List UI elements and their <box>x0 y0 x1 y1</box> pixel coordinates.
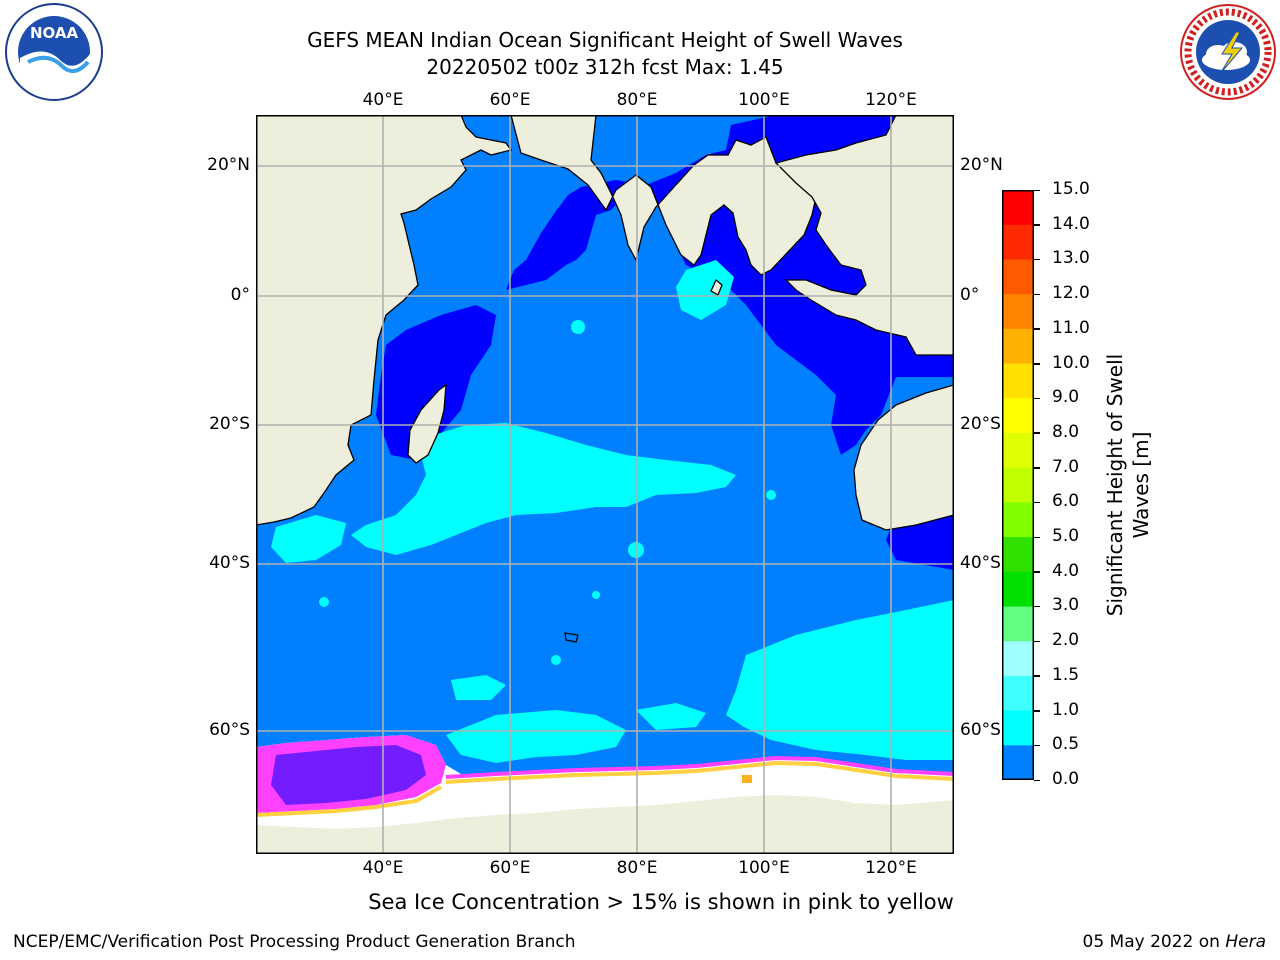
colorbar-tick-mark <box>1034 363 1040 365</box>
colorbar-tick-mark <box>1034 640 1040 643</box>
lon-tick-bottom: 120°E <box>865 858 917 878</box>
colorbar-segment <box>1002 224 1034 260</box>
lon-tick-top: 120°E <box>865 90 917 110</box>
nws-logo-icon <box>1180 4 1276 100</box>
colorbar-tick-label: 3.0 <box>1052 595 1080 616</box>
colorbar-label: Significant Height of Swell Waves [m] <box>1103 353 1153 617</box>
colorbar-tick-label: 10.0 <box>1052 352 1090 373</box>
colorbar-tick-label: 13.0 <box>1052 248 1090 269</box>
colorbar-tick-mark <box>1034 710 1040 712</box>
lat-tick-left: 20°S <box>209 414 250 434</box>
map-gridlines <box>256 115 954 854</box>
lon-tick-top: 40°E <box>362 90 404 110</box>
colorbar-tick-label: 1.5 <box>1052 664 1080 685</box>
lat-tick-right: 40°S <box>960 553 1001 573</box>
map-title: GEFS MEAN Indian Ocean Significant Heigh… <box>307 28 903 52</box>
colorbar-segment <box>1002 259 1034 295</box>
lat-tick-left: 60°S <box>209 720 250 740</box>
lon-tick-bottom: 40°E <box>362 858 404 878</box>
colorbar-segment <box>1002 502 1034 538</box>
colorbar-tick-label: 14.0 <box>1052 213 1090 234</box>
colorbar-tick-label: 5.0 <box>1052 526 1080 547</box>
colorbar-tick-mark <box>1034 293 1040 296</box>
colorbar-tick-mark <box>1034 328 1040 330</box>
colorbar-tick-label: 0.0 <box>1052 769 1080 789</box>
lon-tick-top: 60°E <box>489 90 531 110</box>
swell-height-map <box>256 115 954 854</box>
colorbar-segment <box>1002 606 1034 642</box>
colorbar-segment <box>1002 328 1034 365</box>
colorbar-segment <box>1002 537 1034 573</box>
lon-tick-bottom: 80°E <box>616 858 658 878</box>
footer-credit: NCEP/EMC/Verification Post Processing Pr… <box>13 932 576 952</box>
colorbar-tick-mark <box>1034 258 1040 261</box>
lon-tick-top: 100°E <box>738 90 790 110</box>
colorbar-tick-label: 9.0 <box>1052 387 1080 408</box>
colorbar-segment <box>1002 398 1034 434</box>
lat-tick-left: 40°S <box>209 553 250 573</box>
colorbar-segment <box>1002 641 1034 677</box>
colorbar-tick-mark <box>1034 744 1040 747</box>
colorbar-tick-mark <box>1034 501 1040 504</box>
footer-date-text: 05 May 2022 on <box>1082 932 1226 952</box>
kerguelen-island <box>564 632 579 643</box>
map-subtitle: 20220502 t00z 312h fcst Max: 1.45 <box>426 55 784 79</box>
colorbar-segment <box>1002 571 1034 607</box>
colorbar-tick-mark <box>1034 571 1040 573</box>
noaa-logo-icon: NOAA <box>5 3 103 101</box>
lat-tick-right: 0° <box>960 285 980 305</box>
colorbar-tick-mark <box>1034 605 1040 608</box>
colorbar-tick-mark <box>1034 467 1040 469</box>
colorbar-tick-mark <box>1034 397 1040 400</box>
colorbar-segment <box>1002 675 1034 712</box>
colorbar <box>1002 190 1034 780</box>
colorbar-tick-label: 8.0 <box>1052 421 1080 442</box>
colorbar-tick-label: 1.0 <box>1052 699 1080 720</box>
lat-tick-left: 20°N <box>207 155 250 175</box>
colorbar-segment <box>1002 294 1034 330</box>
colorbar-tick-label: 4.0 <box>1052 560 1080 581</box>
lon-tick-bottom: 60°E <box>489 858 531 878</box>
colorbar-tick-label: 7.0 <box>1052 456 1080 477</box>
colorbar-tick-mark <box>1034 224 1040 226</box>
sea-ice-note: Sea Ice Concentration > 15% is shown in … <box>368 890 954 914</box>
footer-host: Hera <box>1225 932 1266 952</box>
colorbar-segment <box>1002 467 1034 503</box>
colorbar-segment <box>1002 710 1034 746</box>
swell-band-1.0-1.5 <box>271 260 954 763</box>
map-frame <box>256 115 954 854</box>
lat-tick-right: 20°S <box>960 414 1001 434</box>
lat-tick-right: 60°S <box>960 720 1001 740</box>
colorbar-frame <box>1002 190 1034 780</box>
colorbar-segment <box>1002 190 1034 226</box>
sea-ice-layer <box>256 735 954 829</box>
colorbar-segment <box>1002 432 1034 469</box>
colorbar-tick-label: 2.0 <box>1052 630 1080 651</box>
lon-tick-top: 80°E <box>616 90 658 110</box>
colorbar-tick-mark <box>1034 779 1040 781</box>
colorbar-tick-mark <box>1034 675 1040 677</box>
colorbar-tick-label: 15.0 <box>1052 179 1090 199</box>
noaa-logo-text: NOAA <box>30 24 79 42</box>
colorbar-tick-mark <box>1034 189 1040 191</box>
colorbar-segment <box>1002 363 1034 399</box>
lon-tick-bottom: 100°E <box>738 858 790 878</box>
footer-date: 05 May 2022 on Hera <box>1083 932 1267 952</box>
lat-tick-right: 20°N <box>960 155 1003 175</box>
colorbar-tick-mark <box>1034 536 1040 539</box>
colorbar-tick-mark <box>1034 432 1040 434</box>
colorbar-tick-label: 0.5 <box>1052 734 1080 755</box>
colorbar-tick-label: 6.0 <box>1052 491 1080 512</box>
colorbar-segment <box>1002 745 1034 780</box>
colorbar-tick-label: 11.0 <box>1052 317 1090 338</box>
colorbar-tick-label: 12.0 <box>1052 283 1090 304</box>
lat-tick-left: 0° <box>230 285 250 305</box>
